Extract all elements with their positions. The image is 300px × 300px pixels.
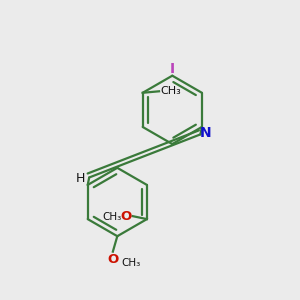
Text: I: I [170,62,175,76]
Text: CH₃: CH₃ [102,212,121,222]
Text: N: N [200,126,212,140]
Text: CH₃: CH₃ [160,86,181,96]
Text: H: H [76,172,86,185]
Text: O: O [121,210,132,223]
Text: O: O [107,253,118,266]
Text: CH₃: CH₃ [121,258,140,268]
